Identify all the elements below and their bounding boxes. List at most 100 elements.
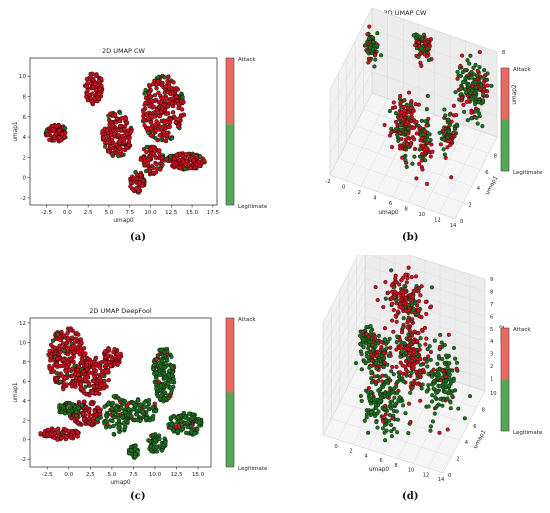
chart-b-grid-z (329, 92, 498, 176)
chart-c-point (90, 390, 95, 395)
chart-d-xtick-label: 4 (364, 453, 368, 459)
chart-c-point (150, 432, 155, 438)
chart-b-point (423, 41, 428, 46)
chart-b-point (406, 131, 411, 136)
chart-d-point (391, 329, 396, 334)
chart-b-point (489, 83, 494, 88)
chart-c-point (72, 350, 77, 355)
chart-d-point (424, 389, 429, 394)
chart-d-point (420, 327, 425, 332)
chart-d-point (450, 393, 455, 399)
chart-d-point (406, 317, 411, 323)
chart-c-point (81, 416, 87, 422)
chart-b-point (463, 76, 468, 81)
chart-b-point (406, 126, 411, 131)
chart-a-point (141, 117, 146, 122)
chart-b-point (396, 138, 401, 143)
chart-d-ztick-label: 8 (490, 289, 493, 295)
chart-d-point (398, 370, 403, 375)
chart-d-point (401, 275, 406, 280)
chart-d-point (382, 326, 388, 331)
chart-b-point (441, 132, 446, 137)
chart-c-point (127, 407, 132, 412)
chart-d-point (369, 409, 374, 415)
chart-c-point (106, 378, 111, 383)
chart-b-point (405, 105, 411, 110)
chart-c-point (72, 363, 77, 368)
chart-d-point (389, 369, 394, 374)
chart-c-point (135, 417, 140, 423)
chart-a-point (198, 154, 203, 159)
chart-d-colorbar-attack (501, 328, 509, 380)
chart-b-point (469, 75, 474, 80)
chart-a-point (57, 128, 62, 133)
chart-b-point (413, 102, 418, 107)
chart-a-point (164, 157, 169, 162)
chart-c-point (59, 409, 65, 414)
chart-d-ztick-label: 4 (490, 339, 494, 345)
chart-c-point (154, 371, 159, 376)
chart-b-point (437, 130, 442, 135)
chart-d-point (399, 330, 405, 335)
chart-a-point (167, 98, 172, 104)
chart-c-point (157, 436, 162, 442)
chart-d-point (410, 385, 415, 390)
chart-a-point (52, 135, 57, 140)
chart-c-point (81, 352, 86, 358)
chart-2d-umap-cw: 2D UMAP CW -2.5 0.0 2.5 5.0 7.5 10.0 12.5 15.0 17… (13, 47, 268, 224)
chart-b-point (463, 87, 468, 92)
chart-c-point (111, 410, 116, 416)
chart-a-point (151, 104, 156, 109)
chart-a-point (148, 94, 153, 100)
chart-b-colorbar-bottom-label: Legitimate (513, 170, 543, 176)
chart-a-xtick-label: 5.0 (105, 210, 114, 216)
chart-c-ytick-label: 2 (23, 418, 27, 424)
chart-c-point (112, 361, 118, 366)
chart-a-point (124, 145, 129, 151)
chart-a-point (150, 151, 155, 156)
chart-a-point (157, 124, 163, 129)
chart-d-ztick-label: 9 (490, 277, 493, 283)
chart-b-point (414, 119, 419, 125)
chart-a-point (173, 120, 178, 125)
chart-c-point (123, 417, 128, 423)
chart-d-point (398, 354, 403, 359)
chart-a-xtick-label: 0.0 (63, 210, 72, 216)
chart-c-point (196, 416, 201, 422)
chart-c-point (49, 431, 54, 437)
chart-c-point (154, 444, 159, 450)
chart-c-point (147, 438, 153, 444)
chart-d-point (374, 353, 379, 358)
chart-c-point (116, 425, 121, 430)
chart-c-colorbar-frame (225, 317, 235, 468)
chart-b-point (480, 124, 485, 129)
chart-c-point (117, 429, 122, 435)
chart-b-point (428, 137, 433, 143)
chart-d-point (368, 324, 373, 329)
chart-a-point (144, 144, 149, 150)
chart-c-point (111, 423, 116, 429)
chart-d-point (389, 406, 394, 411)
chart-b-point (373, 57, 378, 62)
chart-d-point (430, 399, 435, 404)
chart-b-point (418, 50, 423, 56)
chart-c-point (135, 449, 140, 454)
chart-c-colorbar-top-label: Attack (238, 317, 256, 323)
chart-d-point (382, 430, 387, 435)
chart-c-point (78, 381, 84, 387)
chart-a-point (116, 153, 121, 159)
chart-d-point (381, 350, 386, 355)
chart-d-point (383, 279, 388, 285)
chart-b-point (424, 181, 430, 187)
chart-a-point (85, 91, 90, 97)
chart-d-point (367, 365, 372, 370)
chart-c-point (80, 369, 86, 374)
chart-c-point (45, 427, 51, 433)
chart-b-point (473, 85, 478, 90)
chart-d-point (394, 298, 399, 303)
chart-b-point (449, 175, 454, 180)
chart-c-point (143, 416, 149, 421)
chart-c-point (97, 408, 102, 414)
chart-d-point (375, 297, 380, 303)
chart-b-point (379, 53, 384, 58)
